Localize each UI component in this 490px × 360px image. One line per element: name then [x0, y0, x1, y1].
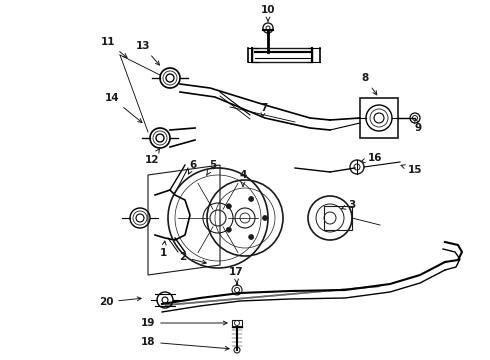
- Text: 2: 2: [179, 252, 206, 264]
- Text: 11: 11: [101, 37, 127, 58]
- Bar: [360, 98, 398, 138]
- Bar: [232, 320, 242, 326]
- Circle shape: [226, 227, 231, 232]
- Text: 19: 19: [141, 318, 227, 328]
- Text: 20: 20: [99, 297, 141, 307]
- Bar: [324, 206, 352, 230]
- Text: 12: 12: [145, 149, 159, 165]
- Text: 1: 1: [159, 241, 167, 258]
- Text: 15: 15: [401, 165, 422, 175]
- Text: 7: 7: [260, 103, 268, 117]
- Text: 16: 16: [361, 153, 382, 163]
- Text: 9: 9: [415, 119, 421, 133]
- Text: 13: 13: [136, 41, 159, 65]
- Text: 18: 18: [141, 337, 229, 350]
- Circle shape: [226, 204, 231, 209]
- Text: 6: 6: [189, 160, 196, 174]
- Text: 4: 4: [239, 170, 246, 186]
- Text: 14: 14: [105, 93, 142, 122]
- Text: 10: 10: [261, 5, 275, 21]
- Text: 17: 17: [229, 267, 244, 283]
- Text: 3: 3: [342, 200, 356, 210]
- Text: 8: 8: [362, 73, 377, 95]
- Circle shape: [249, 197, 254, 202]
- Text: 5: 5: [207, 160, 217, 175]
- Circle shape: [263, 216, 268, 220]
- Circle shape: [249, 234, 254, 239]
